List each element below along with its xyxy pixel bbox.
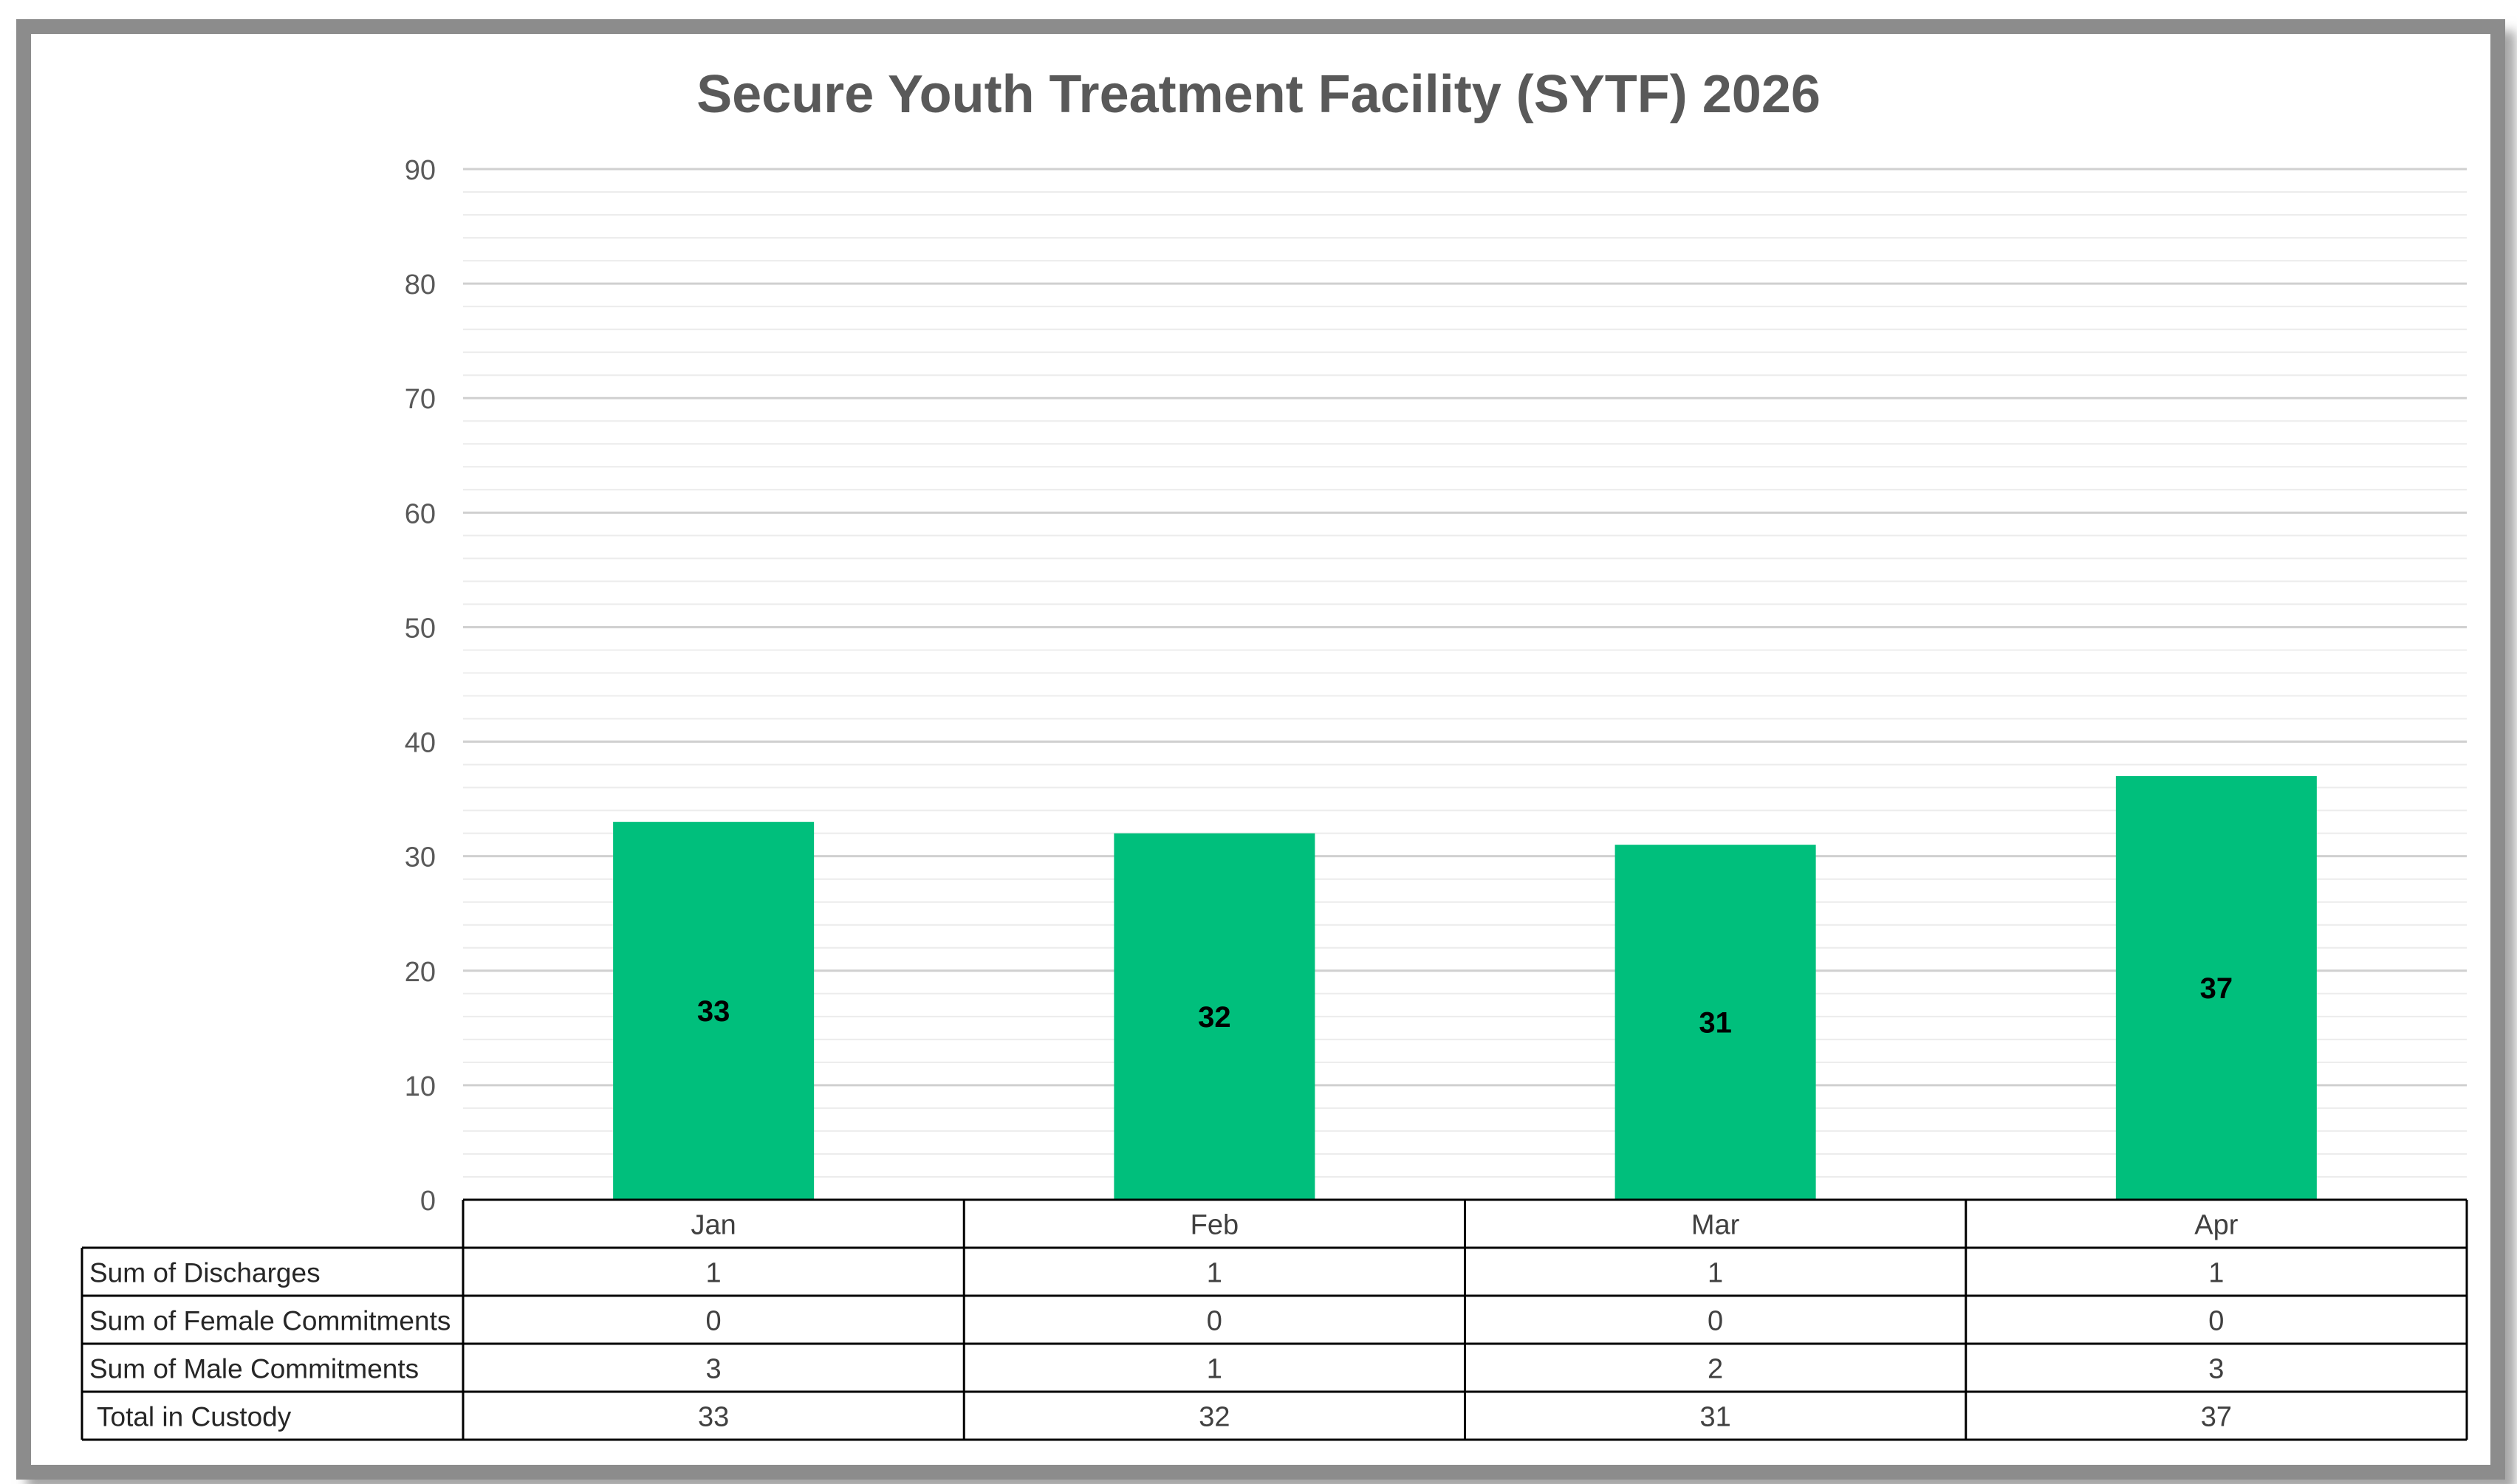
bar-data-label: 37 bbox=[2200, 972, 2233, 1005]
table-row-label: Sum of Discharges bbox=[89, 1258, 321, 1288]
table-row-label: Sum of Male Commitments bbox=[89, 1354, 419, 1384]
y-tick-label: 30 bbox=[405, 842, 436, 873]
y-tick-label: 0 bbox=[420, 1186, 436, 1217]
bar-data-label: 32 bbox=[1198, 1001, 1231, 1034]
bar bbox=[613, 822, 815, 1200]
table-cell: 2 bbox=[1708, 1354, 1723, 1385]
y-tick-label: 60 bbox=[405, 498, 436, 529]
table-cell: 0 bbox=[1207, 1306, 1222, 1337]
table-cell: 32 bbox=[1199, 1402, 1230, 1433]
table-cell: 33 bbox=[698, 1402, 729, 1433]
table-cell: 0 bbox=[2208, 1306, 2224, 1337]
table-row-label: Total in Custody bbox=[97, 1402, 292, 1432]
y-axis: 0 10 20 30 40 50 60 70 80 90 bbox=[405, 155, 436, 1217]
y-tick-label: 50 bbox=[405, 613, 436, 644]
x-category-label: Feb bbox=[1191, 1210, 1239, 1241]
table-cell: 0 bbox=[706, 1306, 722, 1337]
y-tick-label: 10 bbox=[405, 1071, 436, 1102]
bar-data-label: 31 bbox=[1699, 1007, 1732, 1040]
chart-frame bbox=[16, 19, 2505, 1480]
y-tick-label: 40 bbox=[405, 728, 436, 759]
table-cell: 1 bbox=[706, 1258, 722, 1289]
x-category-label: Apr bbox=[2194, 1210, 2238, 1241]
table-cell: 37 bbox=[2201, 1402, 2232, 1433]
bar bbox=[2115, 776, 2317, 1200]
table-cell: 1 bbox=[1207, 1354, 1222, 1385]
y-tick-label: 70 bbox=[405, 384, 436, 415]
x-category-label: Mar bbox=[1691, 1210, 1740, 1241]
chart-title: Secure Youth Treatment Facility (SYTF) 2… bbox=[696, 65, 1821, 124]
table-cell: 3 bbox=[706, 1354, 722, 1385]
bar bbox=[1114, 833, 1315, 1200]
table-cell: 3 bbox=[2208, 1354, 2224, 1385]
table-cell: 1 bbox=[1708, 1258, 1723, 1289]
bar bbox=[1614, 845, 1816, 1200]
table-cell: 1 bbox=[1207, 1258, 1222, 1289]
data-table: Jan Feb Mar Apr Sum of Discharges 1 1 1 1 Sum of … bbox=[81, 1198, 2468, 1441]
y-tick-label: 80 bbox=[405, 269, 436, 300]
x-category-label: Jan bbox=[691, 1210, 736, 1241]
bars: 33 32 31 37 bbox=[613, 776, 2317, 1200]
y-tick-label: 20 bbox=[405, 957, 436, 988]
table-cell: 1 bbox=[2208, 1258, 2224, 1289]
table-cell: 31 bbox=[1699, 1402, 1730, 1433]
bar-data-label: 33 bbox=[697, 995, 730, 1028]
y-tick-label: 90 bbox=[405, 155, 436, 186]
table-row-label: Sum of Female Commitments bbox=[89, 1306, 451, 1336]
table-cell: 0 bbox=[1708, 1306, 1723, 1337]
